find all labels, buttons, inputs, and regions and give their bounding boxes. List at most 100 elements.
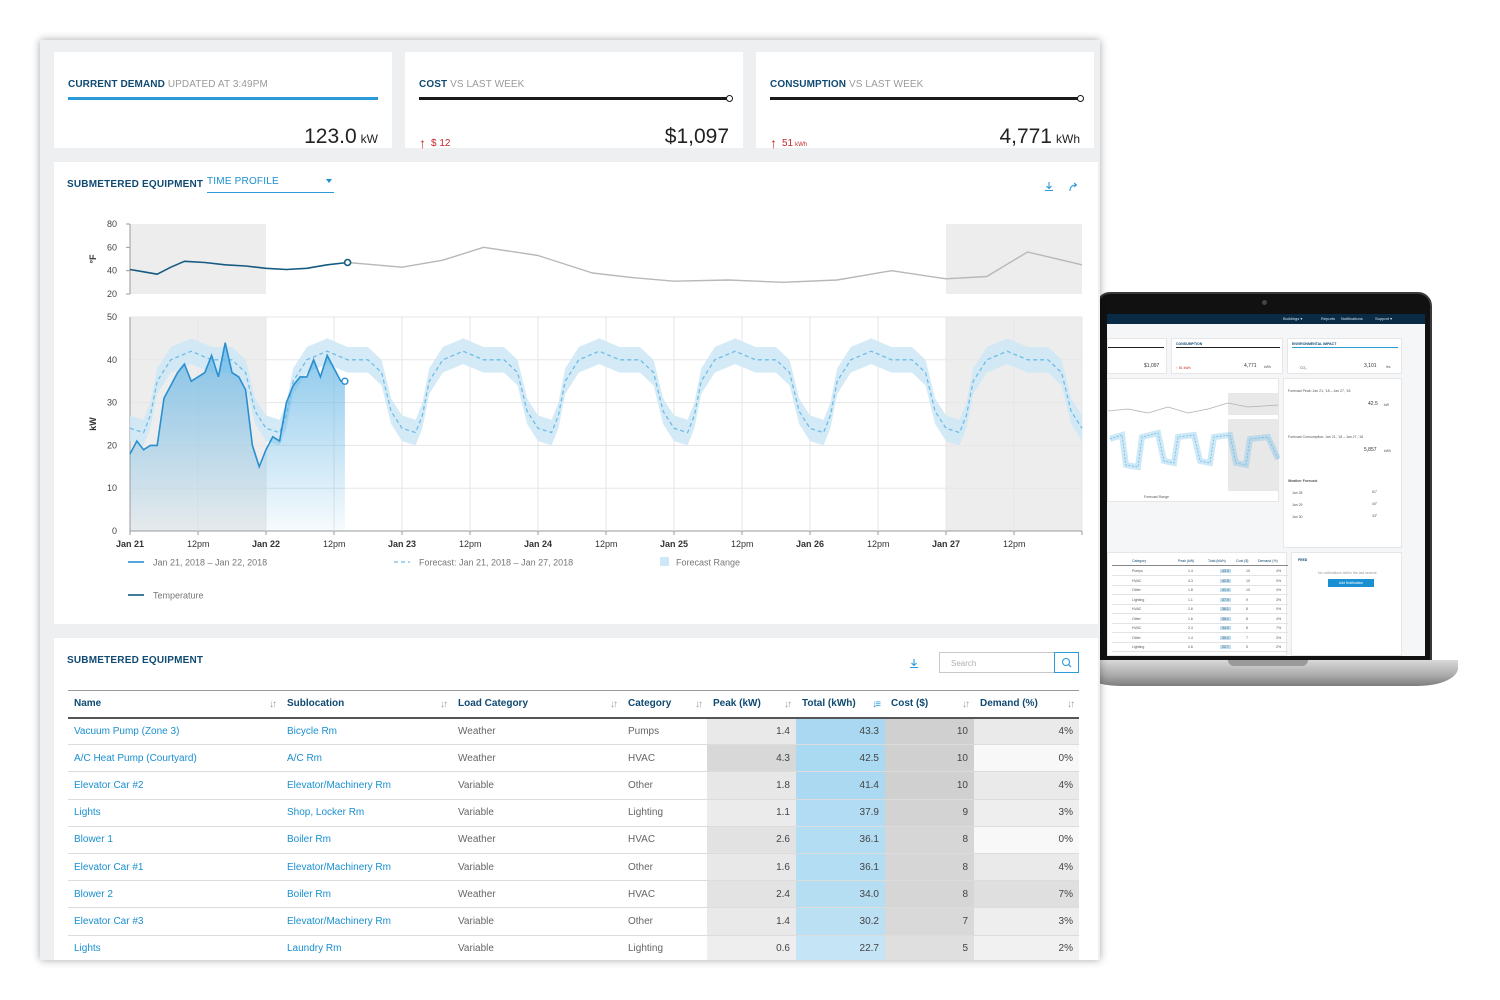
mini-nav-item[interactable]: Support ▾ <box>1375 316 1393 321</box>
column-header-name[interactable]: Name ↓↑ <box>68 690 281 719</box>
temp-y-tick-label: 60 <box>107 242 117 252</box>
mini-nav-item[interactable]: Reports <box>1321 316 1336 321</box>
mini-chart-card: Forecast Range <box>1107 378 1281 502</box>
mini-table-cell: Pumps <box>1132 569 1143 573</box>
share-icon[interactable] <box>1068 180 1082 194</box>
column-header-total[interactable]: Total (kWh) ↓≡ <box>796 690 885 719</box>
table-row[interactable]: Lights Shop, Locker Rm Variable Lighting 1.1… <box>68 799 1079 827</box>
demand-y-axis-label: kW <box>88 417 98 431</box>
kpi-consumption[interactable]: CONSUMPTION VS LAST WEEK ↑ 51 kWh 4,771 kWh <box>756 52 1094 151</box>
table-row[interactable]: Vacuum Pump (Zone 3) Bicycle Rm Weather Pum… <box>68 717 1079 746</box>
cell-cost: 10 <box>885 744 974 773</box>
demand-y-tick-label: 10 <box>107 483 117 493</box>
cell-name[interactable]: Lights <box>68 799 281 827</box>
search-input[interactable] <box>940 654 1054 673</box>
cell-sublocation[interactable]: Elevator/Machinery Rm <box>281 771 452 800</box>
time-profile-chart: 0 10 20 30 40 50 20 40 60 80 °F kW Jan 21 12pm Jan 22 1… <box>88 219 1083 601</box>
chart-type-dropdown[interactable]: TIME PROFILE <box>207 176 334 193</box>
mini-table-row[interactable]: HVAC 2.4 34.0 8 7% <box>1112 624 1288 633</box>
table-row[interactable]: A/C Heat Pump (Courtyard) A/C Rm Weather HV… <box>68 744 1079 773</box>
mini-nav-item[interactable]: Buildings ▾ <box>1283 316 1303 321</box>
search-field[interactable] <box>939 652 1055 673</box>
mini-table-row[interactable]: Lighting 1.1 37.9 9 3% <box>1112 596 1288 605</box>
mini-table-row[interactable]: HVAC 4.3 42.5 10 0% <box>1112 577 1288 586</box>
mini-forecast-peak-value: 42.5 <box>1368 401 1378 407</box>
mini-table-cell: 2% <box>1276 645 1282 649</box>
arrow-up-icon: ↑ <box>770 135 777 151</box>
table-row[interactable]: Blower 1 Boiler Rm Weather HVAC 2.6 36.1 8 0% <box>68 826 1079 854</box>
table-row[interactable]: Blower 2 Boiler Rm Weather HVAC 2.4 34.0 8 7% <box>68 880 1079 909</box>
cell-sublocation[interactable]: Laundry Rm <box>281 935 452 960</box>
cell-name[interactable]: Elevator Car #2 <box>68 771 281 800</box>
cell-load-category: Variable <box>452 935 622 960</box>
column-header-cost[interactable]: Cost ($) ↓↑ <box>885 690 974 719</box>
cell-category: HVAC <box>622 744 707 773</box>
sort-icon: ↓↑ <box>440 699 448 710</box>
demand-y-tick-label: 30 <box>107 398 117 408</box>
cell-name[interactable]: Blower 2 <box>68 880 281 909</box>
sort-icon: ↓↑ <box>1067 699 1075 710</box>
column-header-load-category[interactable]: Load Category ↓↑ <box>452 690 622 719</box>
cell-total: 37.9 <box>796 799 885 827</box>
arrow-up-icon: ↑ <box>419 135 426 151</box>
download-icon[interactable] <box>1043 180 1057 194</box>
cell-sublocation[interactable]: Shop, Locker Rm <box>281 799 452 827</box>
column-header-category[interactable]: Category ↓↑ <box>622 690 707 719</box>
mini-add-notification-button[interactable]: Add Notification <box>1328 579 1374 587</box>
cell-sublocation[interactable]: Elevator/Machinery Rm <box>281 907 452 936</box>
cell-name[interactable]: Lights <box>68 935 281 960</box>
kpi-title: COST VS LAST WEEK <box>419 79 525 90</box>
cell-total: 36.1 <box>796 853 885 882</box>
cell-sublocation[interactable]: Bicycle Rm <box>281 717 452 746</box>
cell-category: Other <box>622 853 707 882</box>
table-row[interactable]: Elevator Car #3 Elevator/Machinery Rm Vari… <box>68 907 1079 936</box>
cell-name[interactable]: Elevator Car #3 <box>68 907 281 936</box>
cell-name[interactable]: Elevator Car #1 <box>68 853 281 882</box>
cell-sublocation[interactable]: Boiler Rm <box>281 826 452 854</box>
cell-load-category: Weather <box>452 826 622 854</box>
mini-weather-day: Jan 29 <box>1292 503 1303 507</box>
table-row[interactable]: Elevator Car #1 Elevator/Machinery Rm Vari… <box>68 853 1079 882</box>
mini-table-cell: 1.6 <box>1188 616 1193 621</box>
mini-nav-item[interactable]: Notifications <box>1341 316 1363 321</box>
mini-weather-temp: 61° <box>1372 490 1378 494</box>
demand-y-tick-label: 20 <box>107 440 117 450</box>
mini-kpi-consumption: CONSUMPTION ↑ 51 kWh 4,771 kWh <box>1171 338 1283 374</box>
cell-demand: 4% <box>974 853 1079 882</box>
x-tick-label: 12pm <box>595 539 618 549</box>
column-header-peak[interactable]: Peak (kW) ↓↑ <box>707 690 796 719</box>
cell-demand: 3% <box>974 907 1079 936</box>
column-header-sublocation[interactable]: Sublocation ↓↑ <box>281 690 452 719</box>
search-button[interactable] <box>1054 652 1079 673</box>
download-icon[interactable] <box>908 657 922 671</box>
table-row[interactable]: Elevator Car #2 Elevator/Machinery Rm Vari… <box>68 771 1079 800</box>
mini-table-row[interactable]: Lighting 0.6 22.7 5 2% <box>1112 643 1288 652</box>
cell-name[interactable]: Vacuum Pump (Zone 3) <box>68 717 281 746</box>
table-row[interactable]: Lights Laundry Rm Variable Lighting 0.6 22.7 5… <box>68 935 1079 960</box>
mini-table-row[interactable]: Other 1.4 30.2 7 3% <box>1112 634 1288 643</box>
legend-swatch-area <box>660 557 669 566</box>
mini-table-cell: 1.1 <box>1188 597 1193 602</box>
cell-sublocation[interactable]: A/C Rm <box>281 744 452 773</box>
column-header-demand[interactable]: Demand (%) ↓↑ <box>974 690 1079 719</box>
cell-load-category: Variable <box>452 853 622 882</box>
cell-sublocation[interactable]: Boiler Rm <box>281 880 452 909</box>
mini-table-row[interactable]: Other 1.6 36.1 8 4% <box>1112 615 1288 624</box>
laptop-lid: Buildings ▾ Reports Notifications Suppor… <box>1096 292 1432 664</box>
actual-demand-area <box>130 342 345 531</box>
equipment-table-panel: SUBMETERED EQUIPMENT Name↓↑ Sublocation↓… <box>54 638 1098 960</box>
x-tick-label: 12pm <box>731 539 754 549</box>
cell-sublocation[interactable]: Elevator/Machinery Rm <box>281 853 452 882</box>
mini-table-row[interactable]: HVAC 2.6 36.1 8 0% <box>1112 605 1288 614</box>
kpi-cost[interactable]: COST VS LAST WEEK ↑ $ 12 $1,097 <box>405 52 743 151</box>
mini-weather-title: Weather Forecast <box>1288 479 1318 483</box>
mini-table-row[interactable]: Pumps 1.4 43.3 10 4% <box>1112 567 1288 576</box>
kpi-current-demand[interactable]: CURRENT DEMAND UPDATED AT 3:49PM 123.0 kW <box>54 52 392 148</box>
mini-weather-temp: 40° <box>1372 502 1378 506</box>
cell-name[interactable]: A/C Heat Pump (Courtyard) <box>68 744 281 773</box>
mini-table-cell: 9 <box>1246 597 1248 602</box>
mini-table-cell: Other <box>1132 635 1141 640</box>
demand-y-tick-label: 50 <box>107 312 117 322</box>
cell-name[interactable]: Blower 1 <box>68 826 281 854</box>
mini-table-row[interactable]: Other 1.8 41.4 10 4% <box>1112 586 1288 595</box>
